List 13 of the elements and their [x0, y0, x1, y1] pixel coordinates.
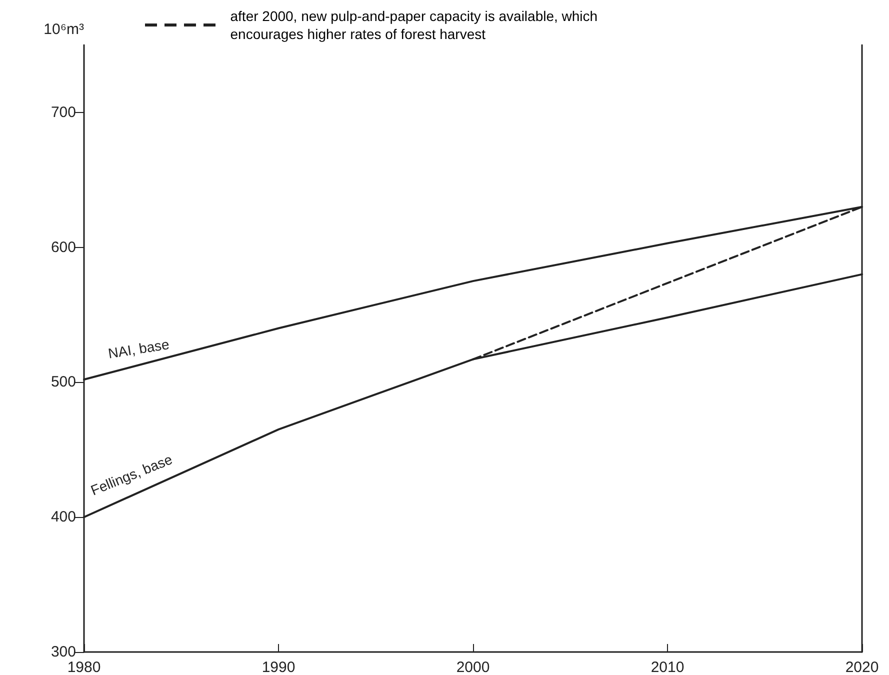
y-tick-label: 300	[50, 644, 76, 660]
y-tick-label: 500	[50, 374, 76, 391]
y-axis-title: 10⁶m³	[44, 21, 84, 38]
x-tick-label: 2010	[650, 659, 684, 675]
legend-label: after 2000, new pulp-and-paper capacity is available, which encourages higher rates of forest harvest	[230, 8, 598, 42]
x-tick-label: 2020	[845, 659, 879, 675]
y-tick-label: 400	[50, 508, 76, 526]
y-tick-label: 600	[50, 238, 76, 256]
x-tick-label: 1980	[67, 659, 101, 675]
x-tick-label: 2000	[456, 659, 490, 675]
y-tick-label: 700	[50, 104, 76, 121]
text: NAI, base	[107, 336, 170, 362]
x-tick-label: 1990	[262, 659, 296, 675]
